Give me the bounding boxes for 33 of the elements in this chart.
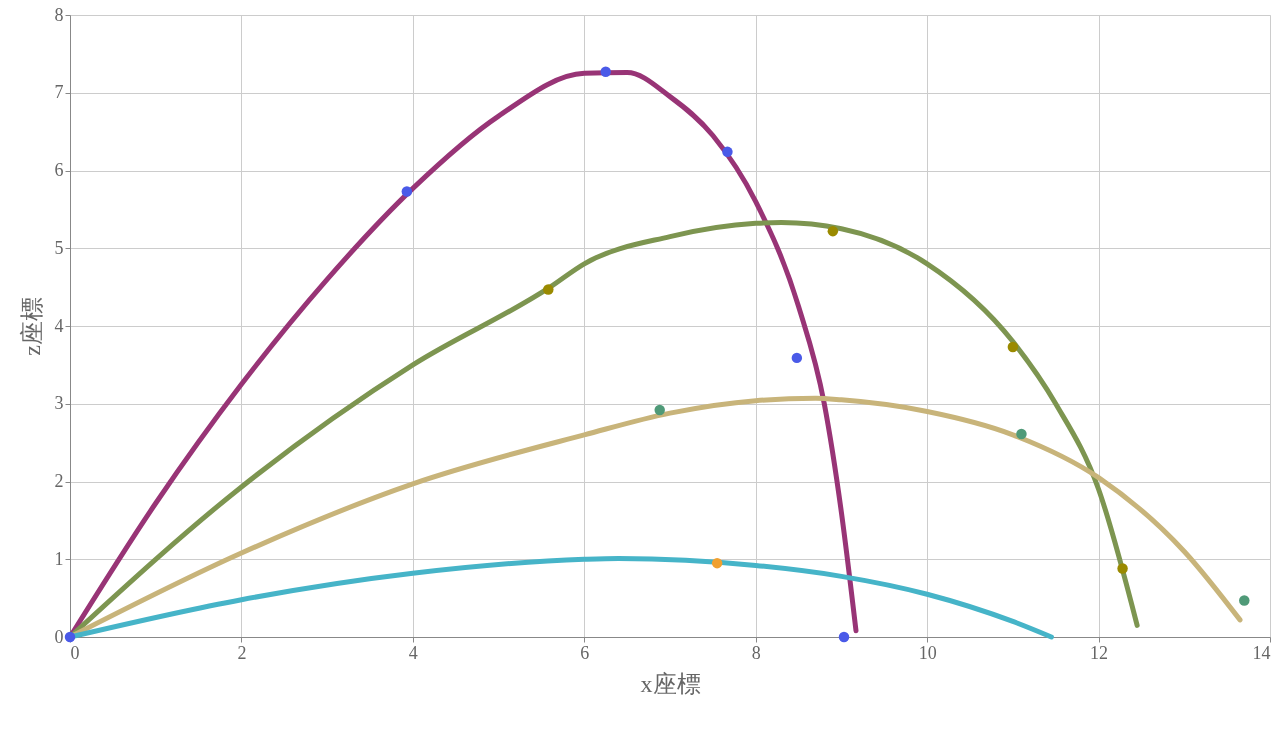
- point: [827, 225, 839, 237]
- x-tick-label: 14: [1252, 642, 1271, 663]
- x-tick-label: 0: [70, 642, 80, 663]
- y-tick-label: 2: [54, 471, 64, 491]
- point: [791, 352, 803, 364]
- x-tick-label: 4: [408, 642, 418, 663]
- x-tick-label: 6: [580, 642, 590, 663]
- x-tick-label: 12: [1090, 642, 1109, 663]
- point: [543, 284, 554, 295]
- y-tick-label: 7: [54, 82, 64, 103]
- point: [1117, 563, 1128, 574]
- y-axis-title: z座標: [18, 297, 45, 356]
- y-tick-label: 6: [54, 160, 64, 180]
- x-tick-label: 8: [751, 642, 761, 663]
- y-tick-label: 4: [54, 315, 64, 336]
- y-tick-label: 1: [54, 548, 64, 569]
- point: [1016, 428, 1027, 440]
- y-tick-label: 8: [54, 4, 64, 25]
- point: [838, 631, 850, 643]
- point: [401, 186, 413, 197]
- x-axis-title: x座標: [640, 670, 701, 697]
- point: [600, 66, 611, 77]
- point: [1007, 341, 1019, 353]
- point: [1239, 595, 1250, 606]
- point: [711, 557, 723, 569]
- y-tick-label: 0: [54, 626, 64, 647]
- y-tick-label: 3: [54, 393, 64, 414]
- x-tick-label: 2: [237, 642, 247, 663]
- x-tick-label: 10: [918, 642, 937, 663]
- point: [64, 631, 76, 643]
- point: [722, 146, 733, 158]
- y-tick-label: 5: [54, 237, 64, 258]
- point: [654, 404, 665, 416]
